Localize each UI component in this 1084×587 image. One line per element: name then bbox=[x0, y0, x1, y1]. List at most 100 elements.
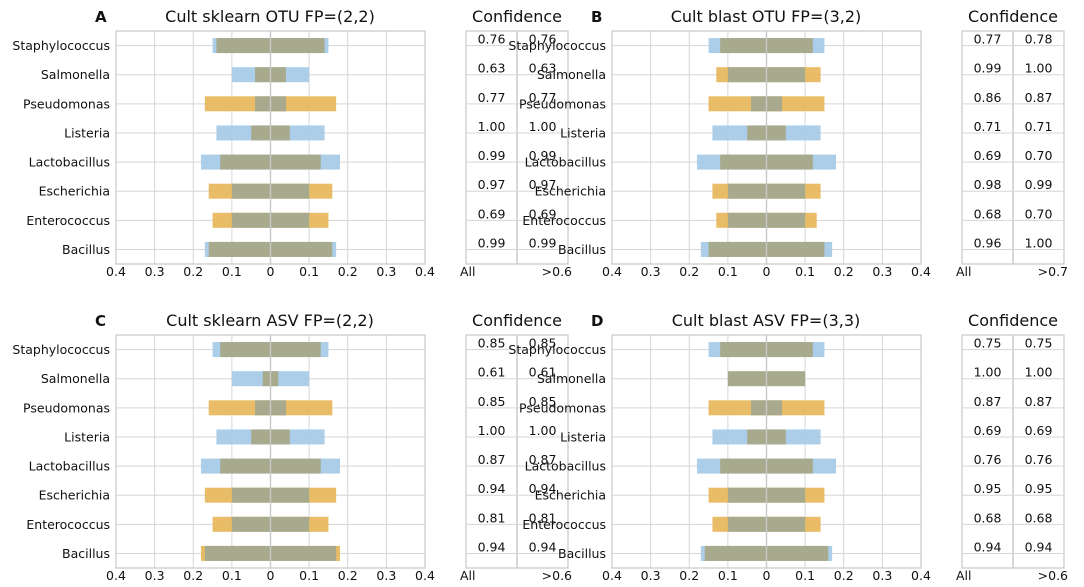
confidence-threshold-value: 0.87 bbox=[1025, 394, 1053, 409]
category-label: Listeria bbox=[64, 429, 110, 444]
plot-frame bbox=[611, 334, 922, 569]
confidence-label-threshold: >0.7 bbox=[1038, 264, 1068, 279]
category-label: Salmonella bbox=[537, 371, 606, 386]
category-label: Escherichia bbox=[535, 184, 606, 199]
confidence-all-value: 0.68 bbox=[974, 206, 1002, 221]
confidence-threshold-value: 0.63 bbox=[529, 61, 557, 76]
confidence-threshold-value: 0.99 bbox=[1025, 177, 1053, 192]
confidence-threshold-value: 0.71 bbox=[1025, 119, 1053, 134]
x-tick-label: 0.3 bbox=[872, 568, 892, 583]
panel-title: Cult sklearn ASV FP=(2,2) bbox=[166, 311, 374, 330]
confidence-label-all: All bbox=[460, 568, 476, 583]
confidence-threshold-value: 0.78 bbox=[1025, 32, 1053, 47]
confidence-all-value: 0.69 bbox=[974, 148, 1002, 163]
x-tick-label: 0 bbox=[267, 568, 275, 583]
panel-d: Staphylococcus Salmonella Pseudomonas Liste… bbox=[508, 311, 1068, 583]
x-tick-label: 0.1 bbox=[795, 264, 815, 279]
confidence-label-threshold: >0.6 bbox=[542, 568, 572, 583]
confidence-title: Confidence bbox=[968, 7, 1058, 26]
confidence-threshold-value: 0.94 bbox=[529, 481, 557, 496]
confidence-threshold-value: 1.00 bbox=[1025, 365, 1053, 380]
confidence-label-all: All bbox=[460, 264, 476, 279]
confidence-threshold-value: 0.85 bbox=[529, 336, 557, 351]
confidence-threshold-value: 0.70 bbox=[1025, 206, 1053, 221]
x-tick-label: 0.4 bbox=[106, 264, 126, 279]
confidence-label-threshold: >0.6 bbox=[542, 264, 572, 279]
x-tick-label: 0.2 bbox=[834, 568, 854, 583]
confidence-all-value: 0.71 bbox=[974, 119, 1002, 134]
category-label: Lactobacillus bbox=[29, 459, 110, 474]
x-tick-label: 0.2 bbox=[679, 264, 699, 279]
category-label: Pseudomonas bbox=[519, 400, 606, 415]
category-label: Enterococcus bbox=[522, 517, 606, 532]
category-label: Escherichia bbox=[39, 184, 110, 199]
x-tick-label: 0.2 bbox=[183, 568, 203, 583]
x-tick-label: 0 bbox=[763, 264, 771, 279]
x-tick-label: 0.1 bbox=[299, 264, 319, 279]
confidence-all-value: 0.94 bbox=[974, 539, 1002, 554]
confidence-threshold-value: 0.69 bbox=[529, 206, 557, 221]
x-tick-label: 0.3 bbox=[376, 264, 396, 279]
panel-letter: C bbox=[95, 312, 106, 330]
confidence-threshold-value: 0.70 bbox=[1025, 148, 1053, 163]
x-tick-label: 0.2 bbox=[834, 264, 854, 279]
confidence-all-value: 1.00 bbox=[478, 119, 506, 134]
category-label: Bacillus bbox=[558, 546, 606, 561]
confidence-threshold-value: 0.97 bbox=[529, 177, 557, 192]
confidence-all-value: 0.77 bbox=[974, 32, 1002, 47]
panel-title: Cult blast ASV FP=(3,3) bbox=[672, 311, 861, 330]
confidence-all-value: 0.99 bbox=[478, 148, 506, 163]
category-label: Enterococcus bbox=[26, 213, 110, 228]
category-label: Staphylococcus bbox=[508, 342, 606, 357]
x-tick-label: 0.1 bbox=[795, 568, 815, 583]
confidence-all-value: 0.99 bbox=[974, 61, 1002, 76]
confidence-label-threshold: >0.6 bbox=[1038, 568, 1068, 583]
panel-letter: A bbox=[95, 8, 107, 26]
category-label: Staphylococcus bbox=[12, 38, 110, 53]
confidence-all-value: 0.94 bbox=[478, 481, 506, 496]
x-tick-label: 0.4 bbox=[106, 568, 126, 583]
confidence-label-all: All bbox=[956, 264, 972, 279]
category-label: Enterococcus bbox=[522, 213, 606, 228]
confidence-threshold-value: 0.94 bbox=[1025, 539, 1053, 554]
confidence-threshold-value: 0.95 bbox=[1025, 481, 1053, 496]
panel-a: Staphylococcus Salmonella Pseudomonas Liste… bbox=[12, 7, 572, 279]
category-label: Lactobacillus bbox=[29, 155, 110, 170]
x-tick-label: 0.2 bbox=[183, 264, 203, 279]
confidence-title: Confidence bbox=[472, 311, 562, 330]
category-label: Salmonella bbox=[41, 67, 110, 82]
confidence-all-value: 0.63 bbox=[478, 61, 506, 76]
category-label: Salmonella bbox=[537, 67, 606, 82]
category-label: Lactobacillus bbox=[525, 459, 606, 474]
confidence-threshold-value: 1.00 bbox=[1025, 235, 1053, 250]
confidence-all-value: 0.76 bbox=[974, 452, 1002, 467]
category-label: Escherichia bbox=[535, 488, 606, 503]
category-label: Pseudomonas bbox=[519, 96, 606, 111]
category-label: Listeria bbox=[560, 429, 606, 444]
panel-c: Staphylococcus Salmonella Pseudomonas Liste… bbox=[12, 311, 572, 583]
category-label: Enterococcus bbox=[26, 517, 110, 532]
confidence-all-value: 0.87 bbox=[974, 394, 1002, 409]
x-tick-label: 0.3 bbox=[641, 568, 661, 583]
x-tick-label: 0.3 bbox=[145, 568, 165, 583]
category-label: Pseudomonas bbox=[23, 400, 110, 415]
confidence-threshold-value: 0.94 bbox=[529, 539, 557, 554]
category-label: Staphylococcus bbox=[12, 342, 110, 357]
x-tick-label: 0.3 bbox=[872, 264, 892, 279]
confidence-threshold-value: 0.87 bbox=[1025, 90, 1053, 105]
x-tick-label: 0.4 bbox=[602, 568, 622, 583]
category-label: Salmonella bbox=[41, 371, 110, 386]
category-label: Bacillus bbox=[558, 242, 606, 257]
confidence-all-value: 1.00 bbox=[478, 423, 506, 438]
confidence-threshold-value: 0.76 bbox=[529, 32, 557, 47]
confidence-threshold-value: 1.00 bbox=[1025, 61, 1053, 76]
confidence-all-value: 0.99 bbox=[478, 235, 506, 250]
x-tick-label: 0.4 bbox=[415, 568, 435, 583]
x-tick-label: 0.3 bbox=[376, 568, 396, 583]
category-label: Staphylococcus bbox=[508, 38, 606, 53]
confidence-threshold-value: 0.76 bbox=[1025, 452, 1053, 467]
x-tick-label: 0.4 bbox=[911, 568, 931, 583]
confidence-label-all: All bbox=[956, 568, 972, 583]
x-tick-label: 0.4 bbox=[602, 264, 622, 279]
plot-frame bbox=[611, 30, 922, 265]
